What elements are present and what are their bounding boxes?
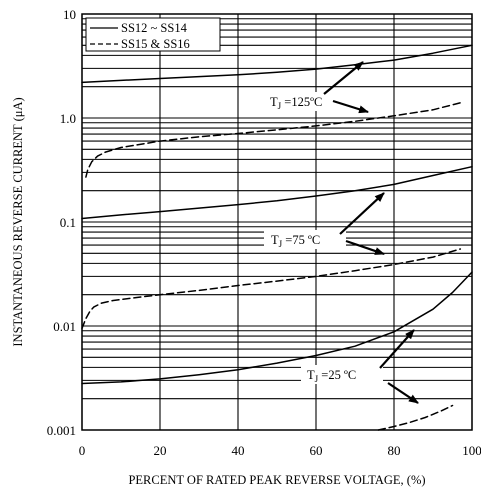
- x-tick-label: 20: [154, 443, 167, 458]
- curves: [81, 44, 473, 431]
- annotation-125: TJ =125ºC: [263, 61, 369, 114]
- series-line-dashed-25C: [377, 404, 454, 431]
- arrow-75-dashed: [345, 239, 385, 256]
- x-axis-label: PERCENT OF RATED PEAK REVERSE VOLTAGE, (…: [128, 473, 425, 487]
- y-axis-label: INSTANTANEOUS REVERSE CURRENT (μA): [11, 97, 25, 346]
- annotation-label-75: TJ =75 ºC: [271, 233, 320, 249]
- annotation-75: TJ =75 ºC: [264, 192, 385, 256]
- grid: [81, 14, 473, 430]
- ticks: 0 20 40 60 80 100 10 1.0 0.1 0.01 0.001: [47, 7, 481, 458]
- annotation-25: TJ =25 ºC: [301, 329, 419, 404]
- arrow-25-solid: [379, 329, 415, 369]
- x-tick-label: 60: [310, 443, 323, 458]
- y-tick-label: 1.0: [60, 111, 76, 126]
- arrow-125-dashed: [332, 99, 369, 114]
- x-tick-label: 100: [462, 443, 481, 458]
- series-line-solid-125C: [81, 44, 473, 84]
- arrow-25-dashed: [387, 382, 419, 404]
- x-tick-label: 0: [79, 443, 86, 458]
- annotation-box-125: [263, 92, 341, 111]
- annotation-box-75: [264, 230, 346, 249]
- y-tick-label: 10: [63, 7, 76, 22]
- legend-label-dashed: SS15 & SS16: [121, 37, 190, 51]
- arrow-75-solid: [339, 192, 385, 235]
- x-tick-label: 40: [232, 443, 245, 458]
- legend-label-solid: SS12 ~ SS14: [121, 21, 188, 35]
- x-tick-label: 80: [388, 443, 401, 458]
- arrow-125-solid: [323, 61, 364, 95]
- annotation-box-25: [301, 365, 383, 384]
- series-line-solid-25C: [81, 271, 473, 385]
- y-tick-label: 0.01: [53, 319, 76, 334]
- legend-box: [85, 17, 221, 52]
- y-tick-label: 0.001: [47, 423, 76, 438]
- legend: SS12 ~ SS14 SS15 & SS16: [85, 17, 221, 52]
- annotation-label-25: TJ =25 ºC: [307, 368, 356, 384]
- series-line-dashed-125C: [85, 102, 462, 178]
- plot-frame: [81, 13, 473, 431]
- y-tick-label: 0.1: [60, 215, 76, 230]
- series-line-dashed-75C: [81, 248, 462, 330]
- series-line-solid-75C: [81, 165, 473, 220]
- annotation-label-125: TJ =125ºC: [270, 95, 322, 111]
